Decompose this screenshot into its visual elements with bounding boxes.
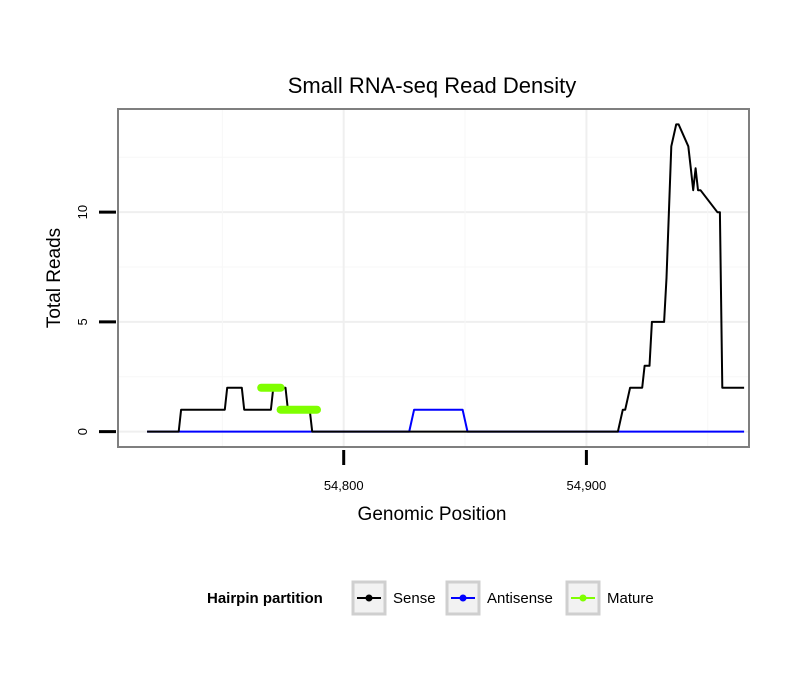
x-tick-label: 54,800: [324, 478, 364, 493]
plot-panel-border: [117, 108, 750, 448]
chart-title: Small RNA-seq Read Density: [288, 73, 577, 98]
x-axis: 54,800 54,900: [324, 450, 606, 493]
y-axis: 0 5 10: [75, 205, 116, 435]
y-axis-title: Total Reads: [44, 228, 65, 328]
series-antisense-line: [147, 408, 745, 433]
x-axis-title: Genomic Position: [358, 504, 507, 525]
y-tick-label: 0: [75, 428, 90, 435]
legend-point-antisense: [459, 594, 467, 602]
legend: Hairpin partition Sense Antisense Mature: [207, 580, 654, 616]
series-sense-line: [147, 123, 745, 433]
grid: [118, 109, 749, 447]
series-layer: [147, 123, 745, 433]
y-tick-label: 10: [75, 205, 90, 219]
x-tick-label: 54,900: [567, 478, 607, 493]
y-tick-label: 5: [75, 318, 90, 325]
legend-title: Hairpin partition: [207, 590, 323, 607]
legend-point-sense: [365, 594, 373, 602]
legend-label-sense: Sense: [393, 590, 436, 607]
legend-label-mature: Mature: [607, 590, 654, 607]
legend-point-mature: [579, 594, 587, 602]
legend-label-antisense: Antisense: [487, 590, 553, 607]
